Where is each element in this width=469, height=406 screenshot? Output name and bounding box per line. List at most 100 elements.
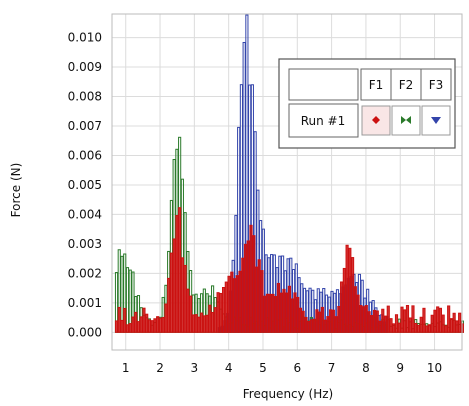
bar-f2 [125,267,130,333]
legend-header-f2: F2 [399,78,414,92]
bar-f1 [263,295,267,333]
y-tick-label: 0.002 [68,266,102,280]
bar-f1 [378,320,382,333]
bar-f1 [298,307,302,333]
bar-f1 [246,240,250,333]
legend-header-cell-2 [390,68,422,101]
bar-f1 [125,324,130,333]
y-axis-title: Force (N) [9,163,23,218]
bar-f1 [257,259,261,333]
y-tick-label: 0.006 [68,148,102,162]
bar-f1 [309,319,313,333]
bar-f1 [279,292,283,333]
bar-f1 [227,275,231,333]
legend-header-cell-3 [420,68,452,101]
legend-f2-toggle[interactable] [391,105,421,136]
y-tick-label: 0.004 [68,207,102,221]
bar-f1 [293,292,297,333]
bar-f1 [167,277,171,333]
bar-f1 [307,321,311,333]
bar-f1 [359,305,363,333]
bar-f1 [290,298,294,333]
triangle-down-icon [431,117,441,124]
bar-f1 [405,304,410,333]
y-tick-label: 0.008 [68,90,102,104]
bar-f1 [383,315,388,333]
bar-f1 [183,264,187,333]
bar-f1 [367,311,371,333]
bar-f1 [161,317,165,333]
bar-f1 [230,271,234,333]
legend-header-cell-1 [360,68,392,101]
y-tick-label: 0.005 [68,178,102,192]
bar-f1 [422,307,426,333]
bar-f1 [189,295,193,333]
bar-f1 [400,306,404,333]
diamond-icon [372,116,380,124]
legend-row-label-cell [288,103,359,138]
bar-f1 [197,316,201,333]
bar-f1 [175,215,179,333]
x-tick-label: 1 [122,361,130,375]
grid-lines [112,14,462,350]
y-axis-ticks: 0.000 0.001 0.002 0.003 0.004 0.005 0.006 0.007… [68,31,102,340]
bar-f1 [444,325,448,333]
bar-f1 [356,294,360,333]
bar-f1 [345,244,349,333]
bar-f1 [200,312,204,333]
legend: F1 F2 F3 Run #1 [278,58,456,149]
bar-f2 [128,269,132,333]
bar-f1 [427,324,432,333]
bar-f1 [285,292,289,333]
bar-f1 [178,207,182,333]
bar-f1 [353,286,357,333]
bar-f1 [386,305,390,333]
bar-f1 [156,316,160,333]
bar-f1 [337,305,341,333]
bar-f1 [153,318,157,333]
x-tick-label: 2 [156,361,164,375]
bar-f1 [202,315,206,333]
x-tick-label: 8 [362,361,370,375]
bar-f1 [323,319,327,333]
x-axis-title: Frequency (Hz) [243,387,334,401]
bar-f1 [252,235,256,333]
y-tick-label: 0.010 [68,31,102,45]
bar-f1 [150,320,154,333]
bar-f1 [329,309,333,333]
x-tick-label: 7 [328,361,336,375]
bar-f1 [449,318,453,333]
bar-f1 [408,317,412,333]
bar-f1 [389,318,393,333]
bar-f1 [430,314,434,333]
bar-f1 [172,238,176,333]
bar-f1 [216,292,220,333]
bar-f1 [381,308,385,333]
bar-f1 [411,305,415,333]
y-tick-label: 0.007 [68,119,102,133]
bar-f1 [425,325,429,333]
x-tick-label: 6 [293,361,301,375]
bar-f1 [441,314,445,333]
bar-f1 [128,323,132,333]
bar-f1 [254,266,259,333]
bar-f1 [186,288,190,333]
bar-f1 [452,312,456,333]
bar-f1 [213,307,217,333]
bar-f1 [282,288,286,333]
x-tick-label: 5 [259,361,267,375]
bar-f1 [232,278,237,333]
bar-f1 [397,322,401,333]
x-tick-label: 4 [225,361,233,375]
bar-f1 [419,316,423,333]
bar-f1 [340,281,344,333]
bar-f1 [315,309,319,333]
legend-row-label: Run #1 [301,114,346,128]
bar-f1 [351,257,355,333]
bar-f1 [331,309,335,333]
bar-f1 [326,316,330,333]
bar-f1 [296,296,300,333]
bar-f1 [334,316,338,333]
bar-f1 [249,224,253,333]
